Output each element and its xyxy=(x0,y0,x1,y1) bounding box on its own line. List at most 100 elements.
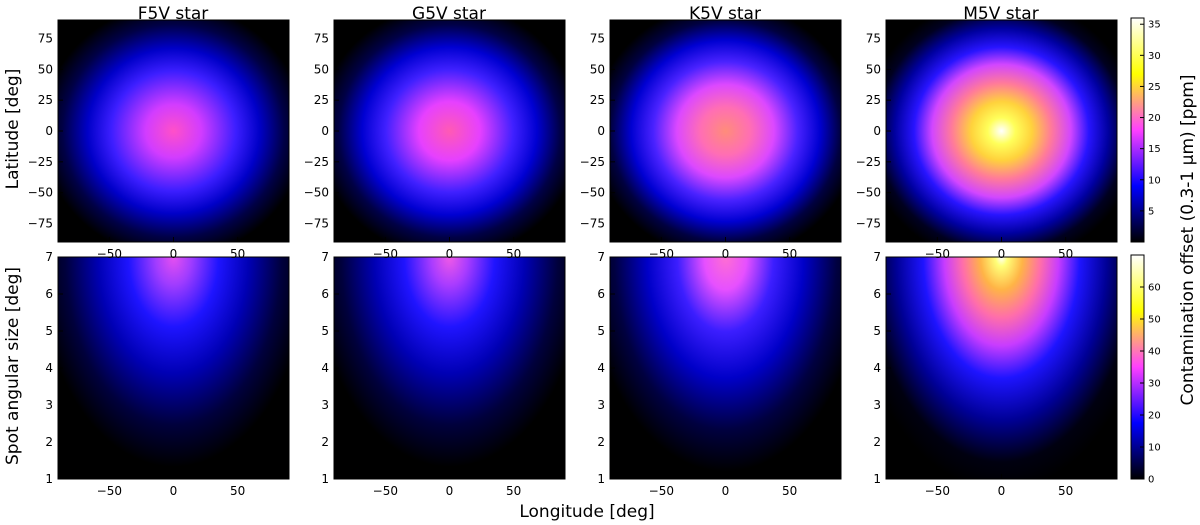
colorbar-tick-label: 30 xyxy=(1148,51,1161,62)
y-tick-label: 0 xyxy=(321,124,329,138)
y-tick-label: −75 xyxy=(856,217,881,231)
y-tick-label: 1 xyxy=(873,472,881,486)
colorbar-tick-label: 10 xyxy=(1148,443,1161,454)
y-tick-label: 6 xyxy=(873,287,881,301)
y-tick-label: 1 xyxy=(321,472,329,486)
panel-title-f5v: F5V star xyxy=(138,4,209,24)
y-tick-label: 2 xyxy=(597,435,605,449)
y-tick-label: −50 xyxy=(28,186,53,200)
ylabel-top: Latitude [deg] xyxy=(3,69,23,190)
y-tick-label: 75 xyxy=(38,32,53,46)
panel-title-g5v: G5V star xyxy=(412,4,486,24)
colorbar-tick-label: 25 xyxy=(1148,82,1161,93)
y-tick-label: 0 xyxy=(597,124,605,138)
heatmap-cells xyxy=(334,20,565,242)
heatmap-panel-3 xyxy=(885,19,1118,243)
y-tick-label: 6 xyxy=(321,287,329,301)
panel-title-m5v: M5V star xyxy=(963,4,1038,24)
heatmap-panel-0 xyxy=(57,19,290,243)
x-tick-label: 50 xyxy=(506,484,521,498)
y-tick-label: 50 xyxy=(314,62,329,76)
x-tick-label: −50 xyxy=(373,484,398,498)
heatmap-panel-4 xyxy=(57,256,290,480)
colorbar-tick-label: 30 xyxy=(1148,379,1161,390)
y-tick-label: −25 xyxy=(304,155,329,169)
y-tick-label: −75 xyxy=(28,217,53,231)
y-tick-label: 50 xyxy=(866,62,881,76)
x-tick-label: −50 xyxy=(925,484,950,498)
x-tick-label: 0 xyxy=(998,247,1006,261)
x-tick-label: 0 xyxy=(722,484,730,498)
heatmap-cells xyxy=(610,257,841,479)
y-tick-label: 1 xyxy=(597,472,605,486)
y-tick-label: 3 xyxy=(321,398,329,412)
y-tick-label: −25 xyxy=(28,155,53,169)
colorbar-tick-label: 50 xyxy=(1148,315,1161,326)
y-tick-label: −50 xyxy=(856,186,881,200)
heatmap-cells xyxy=(58,20,289,242)
y-tick-label: 25 xyxy=(866,93,881,107)
colorbar-tick-label: 10 xyxy=(1148,175,1161,186)
y-tick-label: −25 xyxy=(856,155,881,169)
y-tick-label: 6 xyxy=(45,287,53,301)
heatmap-panel-2 xyxy=(609,19,842,243)
y-tick-label: 75 xyxy=(590,32,605,46)
y-tick-label: 1 xyxy=(45,472,53,486)
colorbar-tick-label: 35 xyxy=(1148,20,1161,31)
y-tick-label: 25 xyxy=(314,93,329,107)
y-tick-label: 0 xyxy=(873,124,881,138)
x-tick-label: −50 xyxy=(649,247,674,261)
colorbar-tick-label: 20 xyxy=(1148,113,1161,124)
y-tick-label: 7 xyxy=(45,250,53,264)
y-tick-label: 4 xyxy=(321,361,329,375)
x-tick-label: −50 xyxy=(97,247,122,261)
x-tick-label: 50 xyxy=(1058,247,1073,261)
y-tick-label: 5 xyxy=(321,324,329,338)
y-tick-label: 3 xyxy=(45,398,53,412)
y-tick-label: 4 xyxy=(873,361,881,375)
heatmap-cells xyxy=(58,257,289,479)
panel-title-k5v: K5V star xyxy=(689,4,761,24)
colorbar-gradient xyxy=(1130,254,1145,480)
y-tick-label: −75 xyxy=(304,217,329,231)
colorbar-tick-label: 20 xyxy=(1148,411,1161,422)
colorbar-tick-label: 60 xyxy=(1148,283,1161,294)
y-tick-label: 25 xyxy=(38,93,53,107)
x-tick-label: 50 xyxy=(230,247,245,261)
y-tick-label: 4 xyxy=(45,361,53,375)
y-tick-label: 7 xyxy=(597,250,605,264)
x-tick-label: 50 xyxy=(782,484,797,498)
y-tick-label: 75 xyxy=(314,32,329,46)
y-tick-label: 50 xyxy=(590,62,605,76)
y-tick-label: −25 xyxy=(580,155,605,169)
y-tick-label: 50 xyxy=(38,62,53,76)
x-tick-label: −50 xyxy=(925,247,950,261)
y-tick-label: −75 xyxy=(580,217,605,231)
x-tick-label: 0 xyxy=(446,484,454,498)
heatmap-panel-1 xyxy=(333,19,566,243)
y-tick-label: 7 xyxy=(321,250,329,264)
x-tick-label: 50 xyxy=(506,247,521,261)
heatmap-panel-6 xyxy=(609,256,842,480)
y-tick-label: 2 xyxy=(45,435,53,449)
y-tick-label: 25 xyxy=(590,93,605,107)
x-tick-label: 0 xyxy=(170,484,178,498)
y-tick-label: 6 xyxy=(597,287,605,301)
y-tick-label: 3 xyxy=(873,398,881,412)
colorbars: 35 30 25 20 15 10 5 60 50 40 30 20 10 0 xyxy=(1130,17,1161,486)
xlabel: Longitude [deg] xyxy=(519,502,654,522)
y-tick-label: 4 xyxy=(597,361,605,375)
y-tick-label: 5 xyxy=(873,324,881,338)
colorbar-1: 60 50 40 30 20 10 0 xyxy=(1130,254,1161,486)
x-tick-label: −50 xyxy=(97,484,122,498)
x-tick-label: 0 xyxy=(170,247,178,261)
y-tick-label: 0 xyxy=(45,124,53,138)
x-tick-label: 50 xyxy=(782,247,797,261)
y-tick-label: 3 xyxy=(597,398,605,412)
x-tick-label: −50 xyxy=(373,247,398,261)
heatmap-cells xyxy=(886,257,1117,479)
x-tick-label: 50 xyxy=(1058,484,1073,498)
heatmap-cells xyxy=(610,20,841,242)
